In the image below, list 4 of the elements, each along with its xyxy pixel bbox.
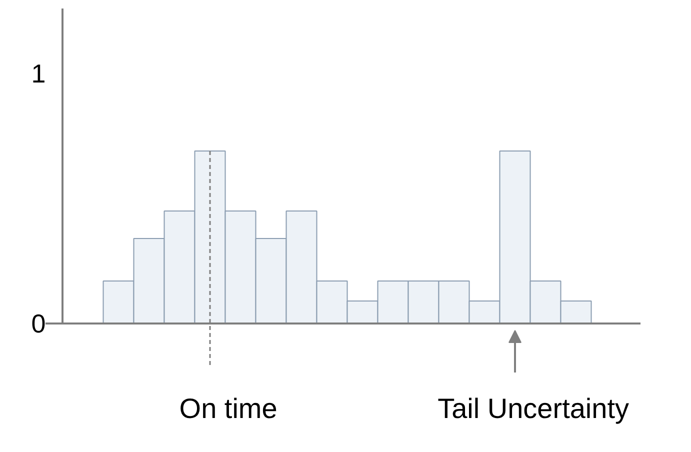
y-tick-label: 1	[31, 58, 46, 88]
text: Tail Uncertainty	[438, 393, 630, 424]
y-tick-label: 0	[31, 308, 46, 338]
text: On time	[179, 393, 278, 424]
